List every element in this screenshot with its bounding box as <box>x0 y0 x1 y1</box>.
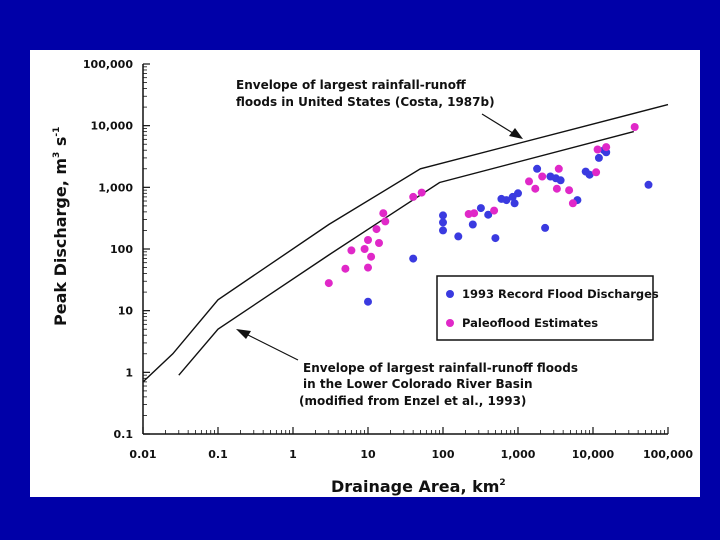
legend-label-record-floods: 1993 Record Flood Discharges <box>462 287 659 301</box>
record-flood-point <box>585 170 594 179</box>
record-flood-point <box>594 153 603 162</box>
paleoflood-point <box>630 123 639 131</box>
record-flood-point <box>468 220 477 229</box>
record-flood-point <box>439 218 447 227</box>
record-flood-point <box>514 189 522 198</box>
record-flood-point <box>533 164 542 173</box>
arrow-us-envelope <box>481 113 517 136</box>
annotation-colorado-line-1: Envelope of largest rainfall-runoff floo… <box>303 361 578 375</box>
paleoflood-point <box>552 184 561 193</box>
arrow-colorado-envelope-head <box>236 329 251 339</box>
paleoflood-point <box>525 177 533 186</box>
paleoflood-point <box>592 168 601 177</box>
x-tick-label: 0.1 <box>208 448 228 461</box>
envelope-lines <box>142 103 669 383</box>
chart: 0.01 0.1 1 10 100 1,000 10,000 100,000 0.1 1 10 100… <box>51 58 694 496</box>
record-flood-point <box>491 234 500 243</box>
y-tick-label: 100,000 <box>83 58 133 71</box>
paleoflood-point <box>364 263 372 272</box>
envelope-line-us_envelope <box>142 103 669 383</box>
paleoflood-point <box>381 217 390 226</box>
chart-panel: 0.01 0.1 1 10 100 1,000 10,000 100,000 0.1 1 10 100… <box>30 50 700 497</box>
annotation-colorado-line-3: (modified from Enzel et al., 1993) <box>299 394 526 408</box>
paleoflood-point <box>593 145 602 154</box>
envelope-line-colorado_envelope <box>178 130 634 376</box>
arrow-us-envelope-head <box>509 128 523 139</box>
y-tick-label: 1 <box>125 366 133 379</box>
paleoflood-point <box>364 236 372 244</box>
y-tick-label: 10 <box>118 305 134 318</box>
x-tick-label: 0.01 <box>129 448 156 461</box>
paleoflood-point <box>367 252 376 261</box>
paleoflood-point <box>602 143 611 152</box>
x-tick-label: 100 <box>432 448 455 461</box>
legend-marker-paleoflood <box>446 319 454 327</box>
record-flood-point <box>510 199 519 208</box>
paleoflood-point <box>565 186 574 195</box>
data-points <box>324 123 653 306</box>
record-flood-point <box>439 226 447 235</box>
legend: 1993 Record Flood Discharges Paleoflood … <box>436 275 659 341</box>
record-flood-point <box>364 297 372 306</box>
record-flood-point <box>556 176 565 185</box>
annotation-arrows <box>236 113 523 361</box>
record-flood-point <box>476 204 485 213</box>
paleoflood-point <box>531 184 540 193</box>
y-tick-label: 100 <box>110 243 133 256</box>
record-flood-point <box>502 196 511 205</box>
legend-marker-record-floods <box>446 290 454 298</box>
y-tick-label: 10,000 <box>91 120 134 133</box>
x-tick-label: 1,000 <box>501 448 536 461</box>
paleoflood-point <box>379 209 388 218</box>
annotation-us-envelope: Envelope of largest rainfall-runoff floo… <box>236 78 495 109</box>
y-tick-label: 0.1 <box>114 428 134 441</box>
paleoflood-point <box>538 172 547 181</box>
record-flood-point <box>541 223 550 232</box>
legend-label-paleoflood: Paleoflood Estimates <box>462 316 598 330</box>
paleoflood-point <box>554 164 563 173</box>
x-axis-title: Drainage Area, km2 <box>331 477 506 496</box>
paleoflood-point <box>360 245 369 253</box>
x-tick-label: 10 <box>360 448 376 461</box>
paleoflood-point <box>470 209 479 218</box>
y-axis-title: Peak Discharge, m3 s-1 <box>51 127 70 326</box>
x-tick-label: 10,000 <box>572 448 615 461</box>
x-tick-label: 100,000 <box>643 448 693 461</box>
arrow-colorado-envelope <box>243 332 299 361</box>
legend-box <box>436 275 654 341</box>
paleoflood-point <box>568 199 577 208</box>
paleoflood-point <box>347 246 356 255</box>
paleoflood-point <box>341 264 350 273</box>
annotation-colorado-line-2: in the Lower Colorado River Basin <box>303 377 533 391</box>
record-flood-point <box>484 210 493 219</box>
paleoflood-point <box>409 192 418 201</box>
paleoflood-point <box>375 239 383 247</box>
record-flood-point <box>409 254 418 263</box>
x-tick-label: 1 <box>289 448 297 461</box>
annotation-us-line-1: Envelope of largest rainfall-runoff <box>236 78 466 92</box>
annotation-us-line-2: floods in United States (Costa, 1987b) <box>236 95 495 109</box>
paleoflood-point <box>490 206 499 215</box>
paleoflood-point <box>324 279 333 288</box>
paleoflood-point <box>372 225 381 234</box>
y-tick-label: 1,000 <box>98 181 133 194</box>
record-flood-point <box>454 232 463 241</box>
paleoflood-point <box>417 188 426 197</box>
record-flood-point <box>644 180 653 189</box>
annotation-colorado-envelope: Envelope of largest rainfall-runoff floo… <box>299 361 578 408</box>
axes: 0.01 0.1 1 10 100 1,000 10,000 100,000 0.1 1 10 100… <box>83 58 694 461</box>
record-flood-point <box>439 211 447 220</box>
